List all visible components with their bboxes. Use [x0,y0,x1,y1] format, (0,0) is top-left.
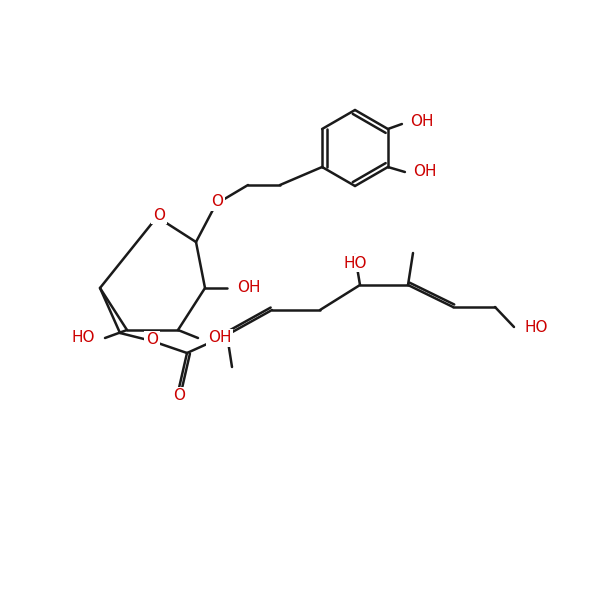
Text: OH: OH [208,331,232,346]
Text: O: O [211,194,223,209]
Text: OH: OH [237,280,260,295]
Text: O: O [146,332,158,347]
Text: OH: OH [413,164,436,179]
Text: HO: HO [71,331,95,346]
Text: O: O [173,389,185,403]
Text: HO: HO [343,256,367,271]
Text: OH: OH [410,115,433,130]
Text: O: O [153,208,165,223]
Text: HO: HO [524,319,548,335]
